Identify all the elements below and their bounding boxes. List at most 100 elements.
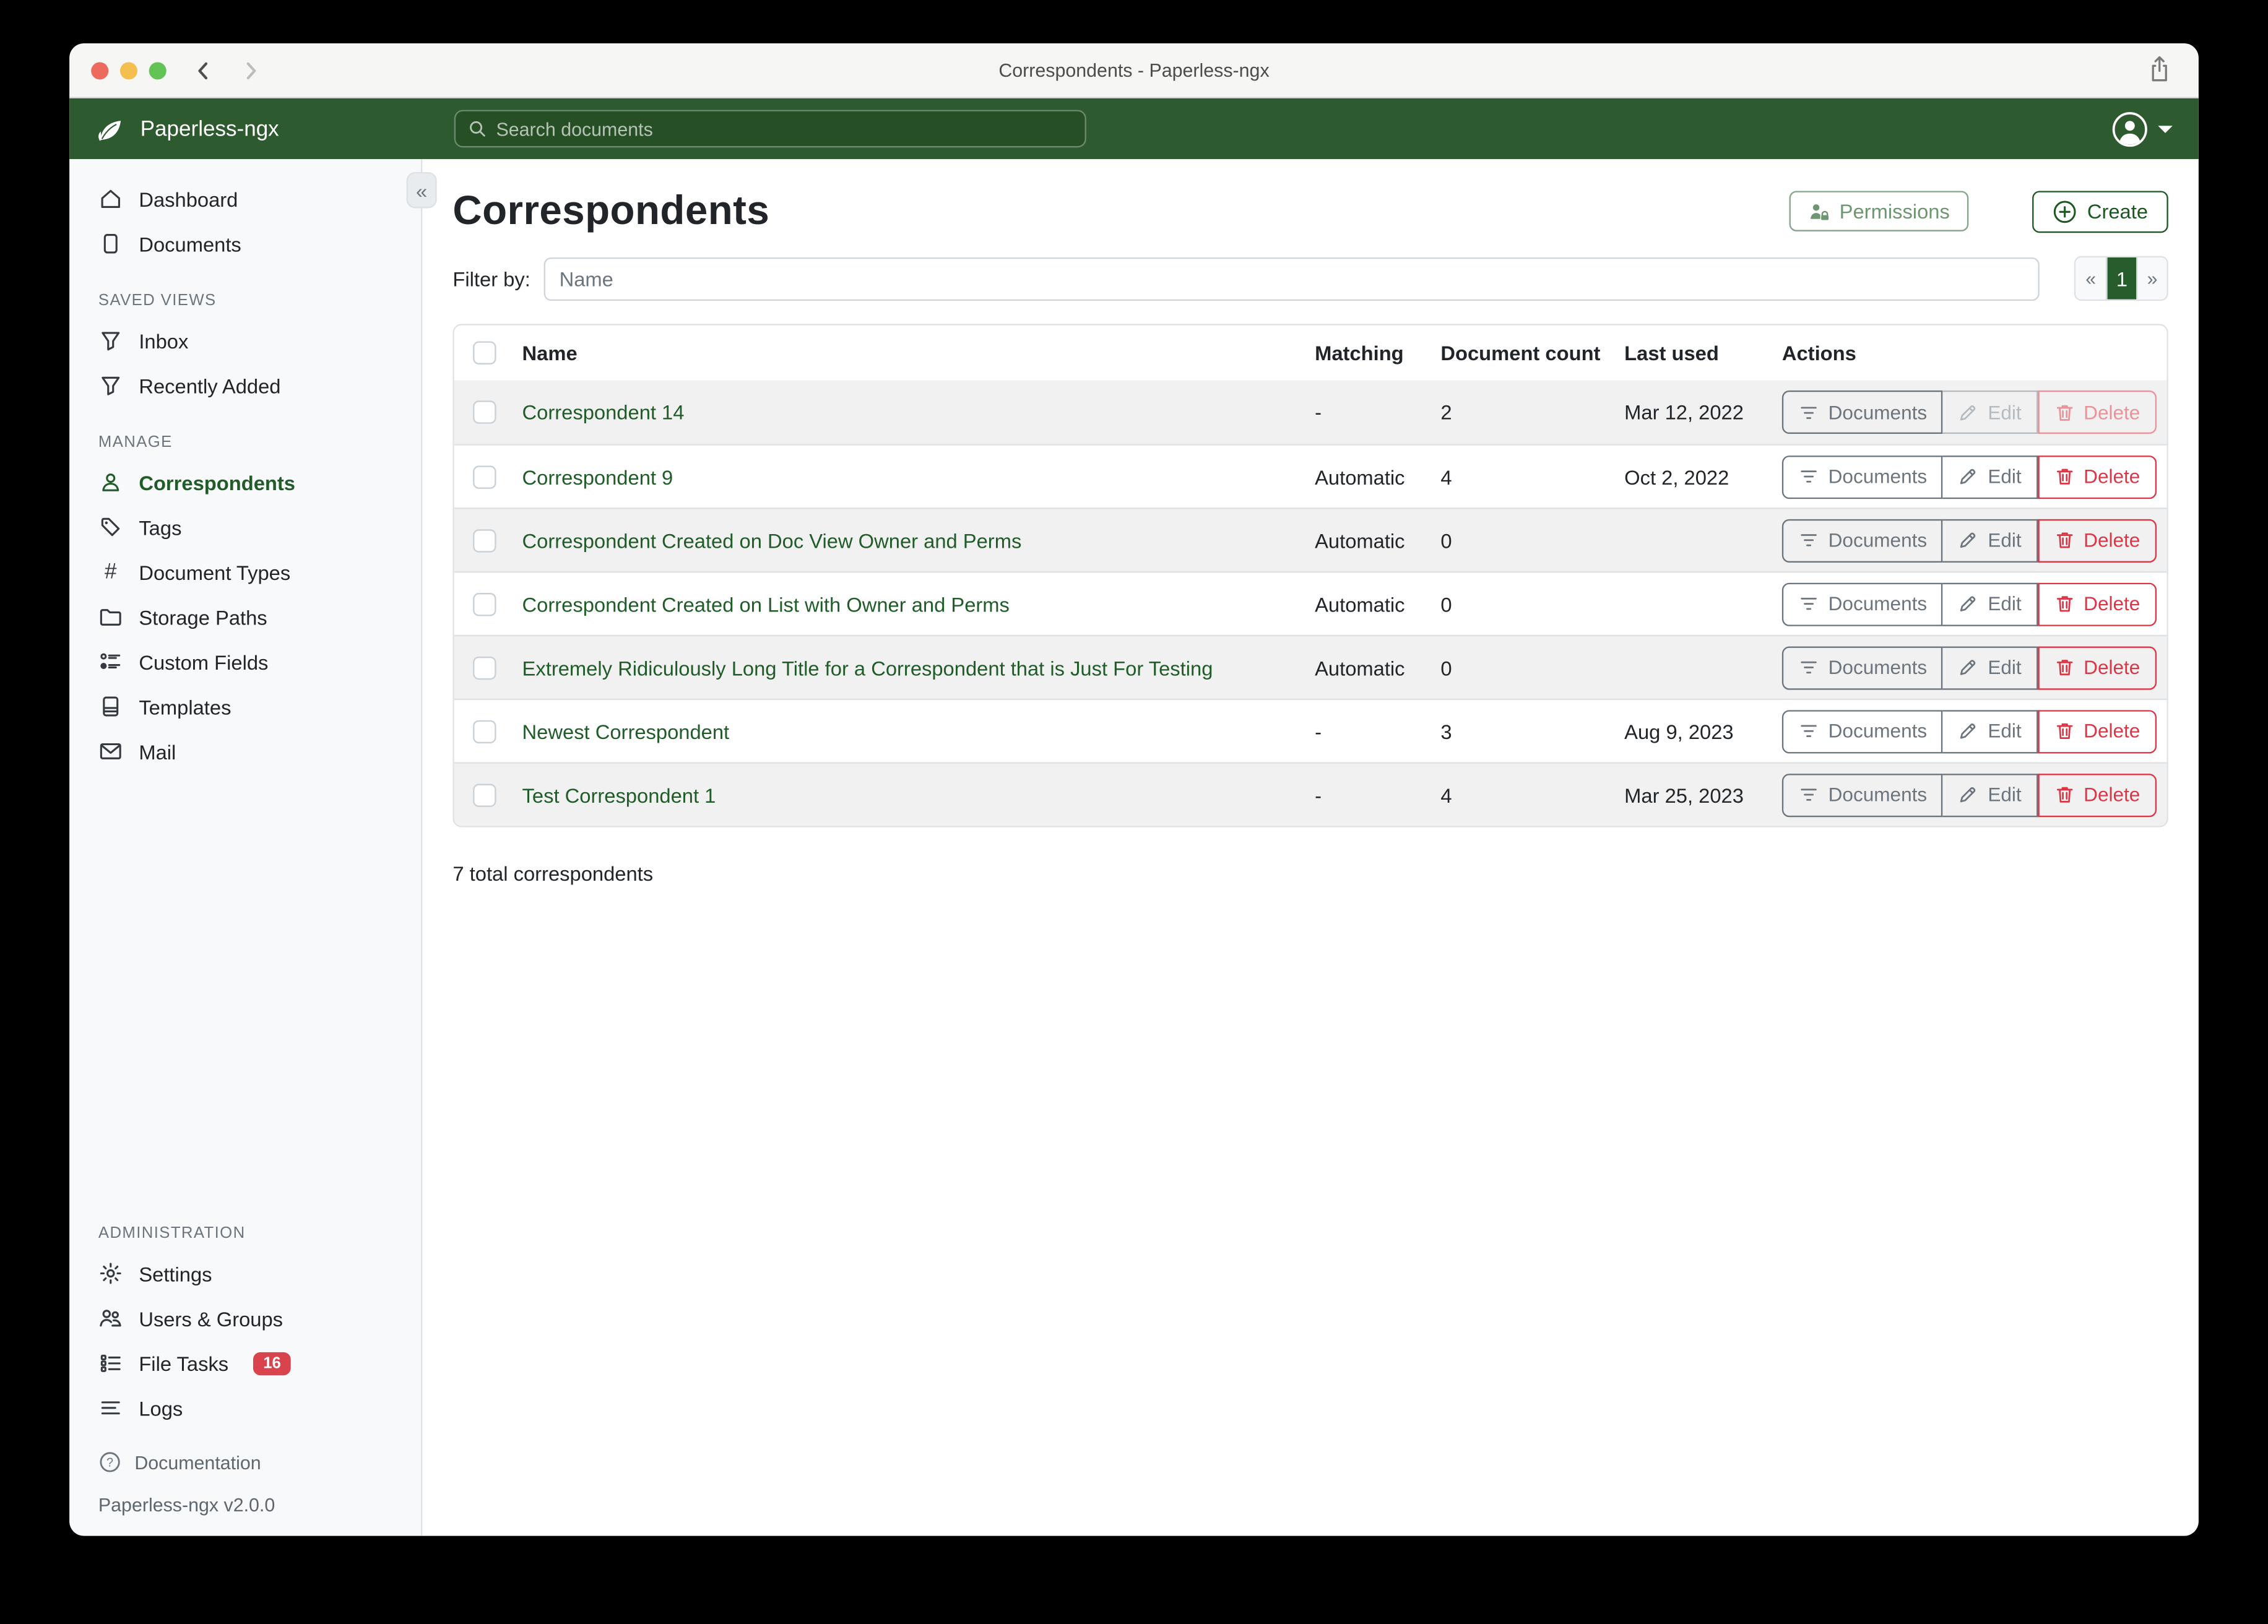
sidebar-item-document-types[interactable]: # Document Types: [69, 550, 421, 594]
sidebar-item-tags[interactable]: Tags: [69, 505, 421, 550]
documents-button[interactable]: Documents: [1781, 454, 1943, 499]
sidebar-item-file-tasks[interactable]: File Tasks 16: [69, 1341, 421, 1385]
correspondent-name-link[interactable]: Correspondent Created on Doc View Owner …: [522, 529, 1022, 552]
zoom-window-button[interactable]: [149, 61, 167, 79]
row-checkbox[interactable]: [473, 783, 496, 806]
documentation-link[interactable]: ? Documentation: [98, 1442, 392, 1482]
correspondent-name-link[interactable]: Test Correspondent 1: [522, 783, 716, 806]
table-row: Correspondent Created on Doc View Owner …: [454, 508, 2167, 572]
create-button[interactable]: Create: [2032, 190, 2168, 233]
delete-button[interactable]: Delete: [2037, 390, 2157, 434]
edit-button[interactable]: Edit: [1942, 518, 2038, 562]
sidebar-item-dashboard[interactable]: Dashboard: [69, 176, 421, 221]
back-icon[interactable]: [193, 59, 215, 82]
document-count-cell: 4: [1440, 465, 1452, 488]
close-window-button[interactable]: [91, 61, 109, 79]
home-icon: [98, 186, 123, 211]
search-input[interactable]: [496, 118, 1073, 140]
file-tasks-count-badge: 16: [253, 1351, 292, 1375]
total-count: 7 total correspondents: [452, 862, 654, 886]
filter-lines-icon: [1798, 784, 1820, 806]
collapse-sidebar-button[interactable]: «: [406, 172, 437, 209]
sidebar-section-heading: SAVED VIEWS: [98, 292, 217, 310]
document-count-cell: 2: [1440, 400, 1452, 424]
sidebar-item-recently-added[interactable]: Recently Added: [69, 363, 421, 408]
select-all-checkbox[interactable]: [473, 341, 496, 365]
documents-button[interactable]: Documents: [1781, 709, 1943, 753]
edit-button[interactable]: Edit: [1942, 582, 2038, 626]
delete-button[interactable]: Delete: [2037, 454, 2157, 499]
sidebar-item-settings[interactable]: Settings: [69, 1251, 421, 1295]
edit-button[interactable]: Edit: [1942, 454, 2038, 499]
matching-cell: Automatic: [1315, 465, 1405, 488]
correspondent-name-link[interactable]: Extremely Ridiculously Long Title for a …: [522, 655, 1213, 680]
filter-lines-icon: [1798, 657, 1820, 678]
sidebar-item-storage-paths[interactable]: Storage Paths: [69, 594, 421, 639]
delete-button[interactable]: Delete: [2037, 518, 2157, 562]
documents-button[interactable]: Documents: [1781, 646, 1943, 689]
correspondent-name-link[interactable]: Correspondent 14: [522, 400, 685, 424]
pagination-page-1[interactable]: 1: [2106, 257, 2137, 300]
sidebar-item-mail[interactable]: Mail: [69, 729, 421, 774]
delete-button[interactable]: Delete: [2037, 709, 2157, 753]
correspondent-name-link[interactable]: Correspondent 9: [522, 465, 673, 488]
filter-icon: [98, 373, 123, 398]
header-name[interactable]: Name: [522, 341, 578, 365]
file-tasks-icon: [98, 1351, 123, 1376]
permissions-button[interactable]: Permissions: [1788, 191, 1969, 231]
edit-button[interactable]: Edit: [1942, 772, 2038, 817]
app-version: Paperless-ngx v2.0.0: [98, 1493, 275, 1516]
sidebar-item-logs[interactable]: Logs: [69, 1386, 421, 1430]
row-checkbox[interactable]: [473, 465, 496, 488]
sidebar-item-documents[interactable]: Documents: [69, 222, 421, 266]
user-menu[interactable]: [2112, 111, 2173, 147]
sidebar-item-templates[interactable]: Templates: [69, 684, 421, 728]
sidebar-item-inbox[interactable]: Inbox: [69, 318, 421, 363]
forward-icon[interactable]: [239, 59, 262, 82]
page-title: Correspondents: [452, 188, 770, 233]
edit-pencil-icon: [1957, 784, 1979, 806]
row-actions: Documents Edit Delete: [1781, 390, 2167, 434]
sidebar-item-label: Documents: [139, 232, 241, 256]
delete-button[interactable]: Delete: [2037, 582, 2157, 626]
correspondents-table: Name Matching Document count Last used A…: [452, 324, 2168, 827]
row-checkbox[interactable]: [473, 592, 496, 616]
filter-name-input[interactable]: [543, 256, 2040, 300]
edit-button[interactable]: Edit: [1942, 709, 2038, 753]
header-matching: Matching: [1315, 341, 1404, 365]
correspondent-name-link[interactable]: Newest Correspondent: [522, 719, 730, 743]
delete-button[interactable]: Delete: [2037, 772, 2157, 817]
row-checkbox[interactable]: [473, 719, 496, 743]
row-checkbox[interactable]: [473, 529, 496, 552]
caret-down-icon: [2158, 126, 2173, 133]
app-window: Correspondents - Paperless-ngx Paperless…: [69, 43, 2199, 1536]
sidebar-spacer: [69, 774, 421, 1199]
documents-button[interactable]: Documents: [1781, 582, 1943, 626]
correspondent-name-link[interactable]: Correspondent Created on List with Owner…: [522, 592, 1010, 616]
edit-button[interactable]: Edit: [1942, 390, 2038, 434]
row-actions: Documents Edit Delete: [1781, 582, 2167, 626]
row-checkbox[interactable]: [473, 400, 496, 424]
sidebar-item-label: File Tasks: [139, 1351, 229, 1375]
brand[interactable]: Paperless-ngx: [94, 113, 279, 144]
pagination-next-button[interactable]: »: [2136, 257, 2167, 300]
sidebar-item-custom-fields[interactable]: Custom Fields: [69, 639, 421, 684]
hash-icon: #: [105, 559, 117, 585]
row-actions: Documents Edit Delete: [1781, 518, 2167, 562]
delete-button[interactable]: Delete: [2037, 646, 2157, 689]
documents-button[interactable]: Documents: [1781, 772, 1943, 817]
share-icon[interactable]: [2147, 55, 2173, 84]
sidebar-primary-items: Dashboard Documents: [69, 176, 421, 266]
sidebar-item-users-groups[interactable]: Users & Groups: [69, 1296, 421, 1341]
row-actions: Documents Edit Delete: [1781, 454, 2167, 499]
sidebar-item-correspondents[interactable]: Correspondents: [69, 460, 421, 504]
minimize-window-button[interactable]: [119, 61, 137, 79]
documents-button[interactable]: Documents: [1781, 390, 1943, 434]
table-row: Correspondent Created on List with Owner…: [454, 571, 2167, 635]
leaf-logo-icon: [94, 113, 126, 144]
row-checkbox[interactable]: [473, 655, 496, 680]
documents-button[interactable]: Documents: [1781, 518, 1943, 562]
pagination-prev-button[interactable]: «: [2075, 257, 2106, 300]
documentation-label: Documentation: [134, 1451, 261, 1473]
edit-button[interactable]: Edit: [1942, 646, 2038, 689]
